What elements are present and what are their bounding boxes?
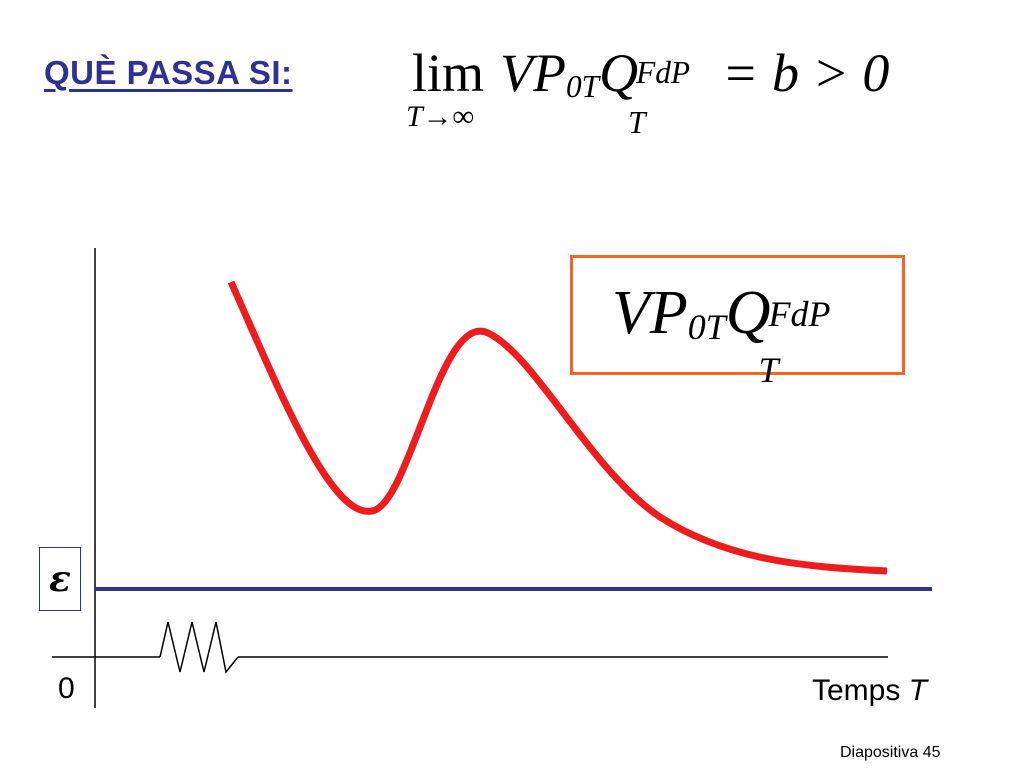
x-axis-label: Temps T xyxy=(812,674,927,708)
vp-symbol: VP xyxy=(500,43,566,103)
slide-footer: Diapositiva 45 xyxy=(840,744,941,761)
value-curve xyxy=(227,280,888,575)
limit-result: = b > 0 xyxy=(722,43,890,103)
boxed-expression: VP0TQ FdP T xyxy=(612,278,830,390)
boxed-q-symbol: Q xyxy=(725,279,771,347)
origin-label: 0 xyxy=(58,672,75,705)
epsilon-label: ε xyxy=(39,547,81,611)
boxed-q-superscript: FdP xyxy=(768,294,831,334)
q-symbol: Q xyxy=(599,43,639,103)
limit-operator: lim xyxy=(412,43,485,103)
axis-break-zigzag xyxy=(159,621,239,674)
boxed-q-subscript: T xyxy=(758,350,779,390)
x-axis-variable: T xyxy=(908,674,928,707)
q-subscript: T xyxy=(628,105,646,140)
vp-subscript: 0T xyxy=(565,69,600,104)
boxed-vp-symbol: VP xyxy=(612,279,688,347)
slide-heading: QUÈ PASSA SI: xyxy=(44,54,293,91)
boxed-vp-subscript: 0T xyxy=(687,307,726,347)
x-axis-label-text: Temps xyxy=(812,674,901,707)
limit-subscript: T→∞ xyxy=(406,100,475,133)
limit-expression: VP0TQ FdP T xyxy=(500,42,690,140)
q-superscript: FdP xyxy=(636,55,690,90)
expression-frame xyxy=(570,255,905,375)
